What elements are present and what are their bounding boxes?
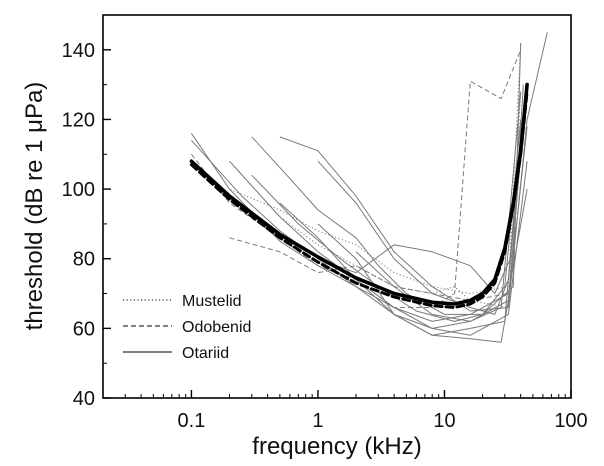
y-tick-label: 140 [62,40,95,62]
legend-label-odobenid: Odobenid [182,319,251,336]
x-tick-label: 1 [312,410,323,432]
x-tick-label: 0.1 [178,410,206,432]
series-line-otariid-4 [317,91,528,315]
series-line-otariid-0 [190,133,528,322]
legend: Mustelid Odobenid Otariid [123,293,251,362]
legend-label-mustelid: Mustelid [182,293,242,310]
y-axis-title: threshold (dB re 1 μPa) [21,82,48,331]
legend-label-otariid: Otariid [182,345,229,362]
y-tick-label: 120 [62,109,95,131]
series-line-otariid-7 [279,133,522,336]
x-tick-label: 10 [433,410,455,432]
series-line-otariid-5 [229,160,528,336]
series-line-mustelid-11 [190,42,522,294]
series-line-otariid-1 [191,91,522,329]
series-line-mean-16 [189,82,529,306]
series-line-otariid-6 [317,154,522,343]
series-line-mustelid-12 [229,91,522,308]
x-axis-title: frequency (kHz) [252,433,421,460]
plot-frame [102,14,572,399]
y-tick-label: 80 [73,249,95,271]
series-line-mean-15 [189,90,529,309]
x-tick-label: 100 [554,410,587,432]
y-tick-label: 60 [73,318,95,340]
series-line-odobenid-14 [229,237,509,301]
series-line-odobenid-13 [191,49,522,308]
series-layer [189,32,548,343]
ticks-layer: 0.1 1 10 100 40 60 80 100 120 140 [62,40,588,432]
y-tick-label: 40 [73,388,95,410]
series-line-otariid-9 [317,84,524,294]
series-line-otariid-2 [251,42,522,315]
series-line-otariid-3 [279,32,548,312]
series-line-otariid-8 [355,126,528,322]
y-tick-label: 100 [62,179,95,201]
